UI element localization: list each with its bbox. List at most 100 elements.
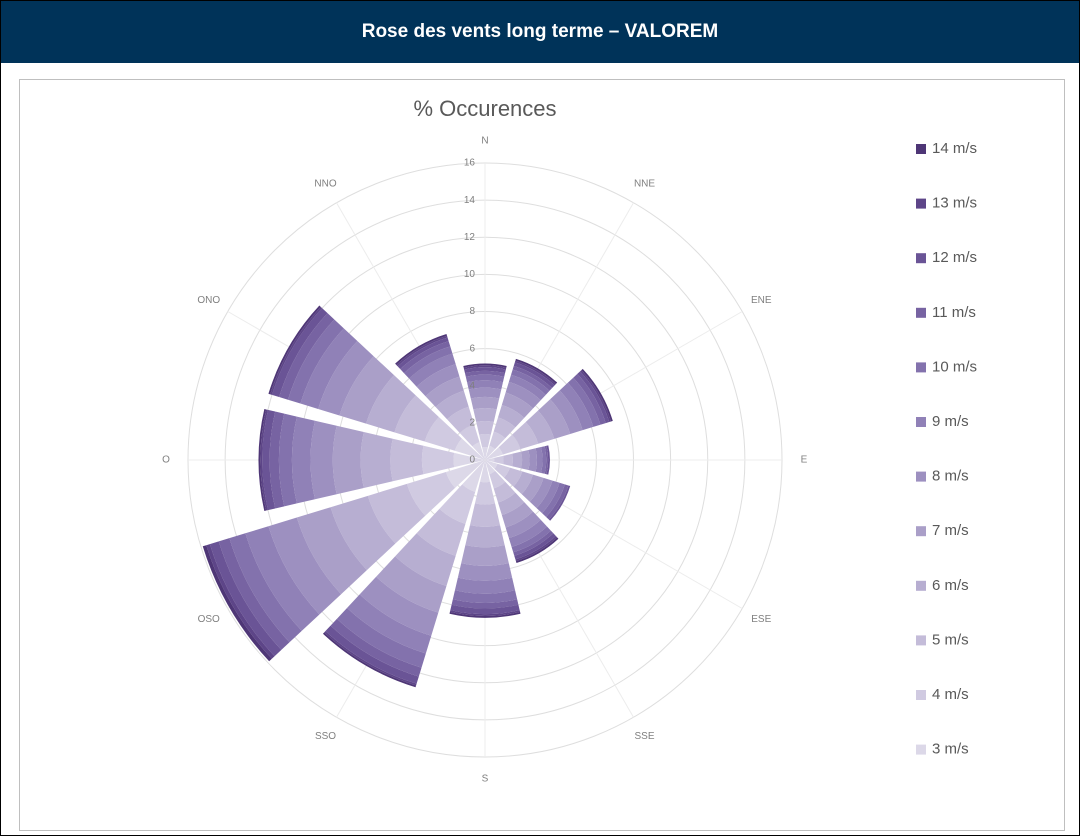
sector-segment [473, 408, 497, 423]
sector-segment [581, 368, 613, 422]
legend-label: 5 m/s [932, 631, 969, 648]
legend-swatch [916, 362, 926, 373]
sector-segment [469, 503, 501, 527]
sector-segment [493, 417, 516, 439]
r-tick-label: 8 [469, 306, 475, 317]
sector-segment [202, 545, 272, 662]
direction-label: NNO [314, 178, 336, 189]
sector-segment [400, 341, 451, 374]
sector-segment [536, 480, 560, 514]
sector-segment [470, 396, 500, 410]
sector-segment [451, 599, 519, 609]
sector-segment [465, 374, 505, 383]
sector-segment [513, 362, 555, 389]
r-tick-label: 16 [464, 158, 476, 169]
sector-segment [318, 340, 374, 416]
sector-segment [511, 526, 551, 553]
sector-segment [421, 445, 455, 475]
direction-label: ENE [751, 295, 772, 306]
sector-segment [494, 455, 504, 465]
sector-segment [424, 416, 462, 451]
sector-segment [452, 590, 518, 603]
legend-label: 14 m/s [932, 140, 977, 157]
legend-swatch [916, 690, 926, 700]
sector-segment [330, 495, 396, 571]
sector-segment [489, 470, 506, 489]
r-tick-label: 14 [464, 195, 476, 206]
chart-title: % Occurences [413, 96, 556, 121]
sector-segment [376, 556, 447, 613]
legend-swatch [916, 635, 926, 646]
legend-swatch [916, 307, 926, 318]
direction-label: N [481, 136, 488, 147]
sector-segment [573, 373, 606, 425]
sector-segment [258, 409, 267, 511]
legend-label: 13 m/s [932, 195, 977, 212]
direction-label: SSO [315, 731, 336, 742]
legend-swatch [916, 744, 926, 755]
sector-segment [409, 353, 456, 387]
sector-segment [489, 431, 506, 450]
sector-segment [416, 508, 466, 556]
legend-swatch [916, 526, 926, 537]
legend-label: 8 m/s [932, 468, 969, 485]
sector-segment [453, 452, 485, 468]
sector-segment [521, 449, 530, 471]
legend-swatch [916, 471, 926, 482]
legend-label: 3 m/s [932, 741, 969, 758]
sector-segment [474, 481, 496, 505]
sector-segment [229, 533, 302, 643]
sector-segment [515, 536, 558, 562]
sector-segment [416, 364, 460, 397]
sector-segment [498, 404, 525, 428]
sector-segment [512, 365, 553, 391]
sector-segment [504, 467, 523, 487]
sector-segment [390, 438, 424, 482]
direction-label: E [801, 455, 808, 466]
sector-segment [395, 533, 456, 587]
sector-segment [535, 447, 543, 473]
direction-label: ESE [751, 614, 771, 625]
sector-segment [459, 424, 480, 447]
sector-segment [513, 530, 554, 556]
sector-segment [245, 526, 320, 631]
r-tick-label: 2 [469, 418, 475, 429]
sector-segment [546, 484, 569, 520]
legend-label: 11 m/s [932, 304, 976, 321]
r-tick-label: 4 [469, 380, 475, 391]
sector-segment [435, 390, 469, 420]
direction-label: O [162, 455, 170, 466]
sector-segment [300, 328, 358, 409]
sector-segment [269, 411, 285, 509]
sector-segment [366, 375, 416, 433]
sector-segment [559, 382, 594, 431]
sector-segment [336, 607, 426, 668]
sector-segment [498, 492, 525, 516]
sector-segment [463, 363, 507, 368]
sector-segment [347, 594, 432, 654]
sector-segment [485, 460, 498, 469]
sector-segment [514, 360, 556, 386]
sector-segment [503, 453, 513, 467]
sector-segment [260, 409, 268, 511]
r-tick-label: 0 [469, 455, 475, 466]
sector-segment [465, 525, 505, 548]
legend-label: 6 m/s [932, 577, 969, 594]
sector-segment [394, 395, 439, 442]
sector-segment [498, 434, 521, 455]
sector-segment [521, 474, 544, 502]
sector-segment [395, 333, 448, 365]
direction-label: OSO [198, 614, 220, 625]
sector-segment [445, 460, 485, 488]
sector-segment [550, 390, 583, 434]
sector-segment [454, 438, 485, 460]
sector-segment [512, 451, 523, 469]
sector-segment [209, 541, 282, 657]
sector-segment [537, 399, 571, 439]
sector-segment [511, 369, 550, 395]
sector-segment [472, 442, 485, 460]
r-tick-label: 6 [469, 343, 475, 354]
sector-segment [485, 460, 496, 475]
sector-segment [291, 416, 315, 504]
